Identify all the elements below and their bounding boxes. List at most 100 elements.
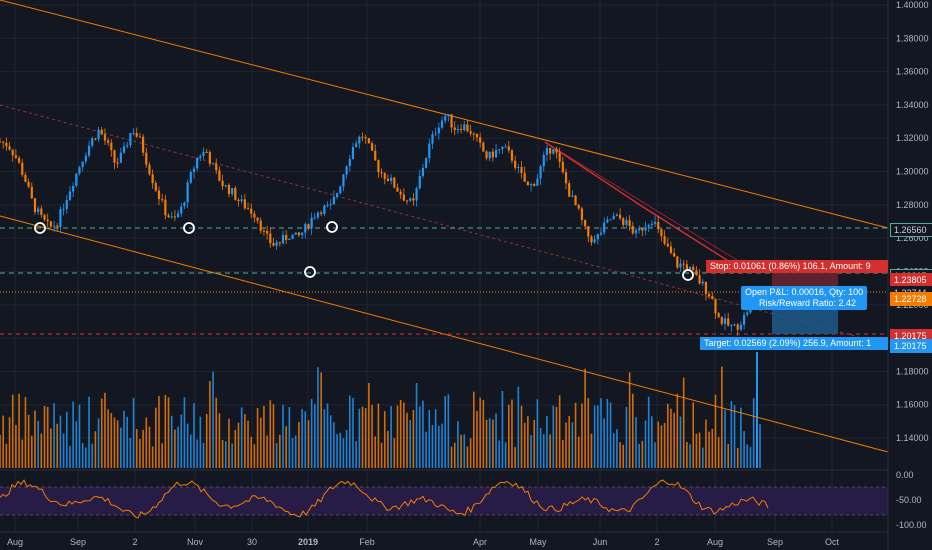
candle-body (698, 275, 701, 284)
candle-body (412, 198, 415, 201)
volume-bar (259, 417, 262, 468)
time-tick-label: Aug (7, 537, 23, 547)
volume-bar (97, 418, 100, 468)
volume-bar (409, 419, 412, 468)
candle-body (180, 206, 183, 214)
volume-bar (155, 407, 157, 468)
candle-body (542, 154, 545, 167)
volume-bar (593, 405, 596, 468)
channel-upper-line[interactable] (0, 0, 889, 229)
pnl-label[interactable]: Open P&L: 0.00016, Qty: 100 Risk/Reward … (741, 286, 868, 310)
candle-body (0, 141, 2, 143)
price-tick-label: 1.26000 (896, 233, 929, 243)
volume-bar (387, 430, 389, 468)
volume-bar (282, 404, 284, 468)
candle-body (596, 234, 599, 240)
candle-body (466, 124, 469, 132)
volume-bar (113, 417, 116, 468)
volume-bar (275, 442, 278, 468)
candle-body (246, 208, 250, 210)
candle-body (300, 232, 304, 236)
candle-body (278, 242, 281, 244)
candle-body (447, 114, 450, 117)
candle-body (243, 199, 246, 209)
candle-body (545, 147, 549, 155)
volume-bar (72, 401, 74, 468)
candle-body (132, 133, 135, 135)
candle-body (491, 151, 494, 158)
candle-body (685, 264, 688, 270)
candle-body (517, 166, 520, 168)
candle-body (666, 243, 669, 247)
candle-body (504, 146, 507, 148)
volume-bar (628, 372, 631, 468)
candle-body (507, 146, 510, 151)
candle-body (593, 239, 596, 243)
candle-body (310, 217, 313, 229)
position-stop-zone[interactable] (772, 272, 838, 288)
volume-bar (15, 424, 17, 468)
candle-body (103, 134, 107, 141)
volume-bar (647, 396, 650, 468)
volume-bar (705, 419, 707, 468)
volume-bar (291, 437, 294, 468)
red-trend-line[interactable] (544, 141, 731, 263)
candle-body (622, 218, 625, 225)
candle-body (695, 270, 698, 276)
volume-bar (8, 417, 11, 468)
candle-body (116, 162, 119, 164)
volume-bar (88, 396, 90, 468)
candle-body (558, 152, 561, 162)
candle-body (501, 146, 504, 150)
oscillator-axis[interactable]: 0.00 -50.00 -100.00 (896, 470, 927, 530)
candle-body (730, 324, 733, 326)
time-axis[interactable]: Aug Sep 2 Nov 30 2019 Feb Apr May Jun 2 Aug Sep Oct (7, 537, 840, 547)
candle-body (2, 141, 5, 143)
volume-bar (740, 407, 742, 468)
time-tick-label: 30 (247, 537, 257, 547)
volume-bar (364, 408, 367, 468)
volume-bar (520, 405, 523, 468)
candle-body (539, 166, 542, 179)
candle-body (711, 296, 714, 299)
candle-body (552, 149, 555, 154)
oscillator-band (0, 487, 888, 515)
volume-bar (304, 411, 307, 468)
volume-bar (320, 372, 322, 468)
candle-body (345, 166, 348, 175)
volume-bar (342, 438, 345, 468)
candle-body (355, 143, 358, 147)
target-label[interactable]: Target: 0.02569 (2.09%) 256.9, Amount: 1 (700, 337, 888, 350)
volume-bar (635, 417, 637, 468)
candle-body (647, 224, 650, 227)
volume-bar (577, 436, 580, 468)
oscillator-line (0, 479, 769, 519)
volume-bar (43, 405, 46, 468)
volume-bar (507, 404, 510, 468)
volume-bar (422, 400, 424, 468)
candle-body (135, 133, 138, 137)
volume-bar (431, 424, 434, 468)
oscillator-tick-label: 0.00 (896, 470, 914, 480)
volume-bar (116, 420, 119, 468)
candle-body (332, 196, 335, 205)
candle-body (609, 219, 612, 221)
candle-body (148, 164, 151, 175)
candle-body (402, 194, 405, 201)
volume-bar (355, 441, 357, 468)
volume-bar (336, 434, 338, 468)
volume-bar (606, 398, 609, 468)
volume-bar (571, 422, 574, 468)
volume-bar (393, 438, 396, 468)
stop-label[interactable]: Stop: 0.01061 (0.86%) 106.1, Amount: 9 (706, 260, 888, 273)
candle-body (612, 216, 615, 220)
candle-body (628, 220, 631, 227)
candle-body (526, 181, 529, 186)
red-trend-line-lower[interactable] (544, 141, 741, 263)
volume-bar (438, 425, 440, 468)
volume-bar (24, 397, 27, 468)
volume-bar (749, 446, 752, 468)
candle-body (320, 212, 323, 214)
volume-bar (62, 433, 65, 468)
